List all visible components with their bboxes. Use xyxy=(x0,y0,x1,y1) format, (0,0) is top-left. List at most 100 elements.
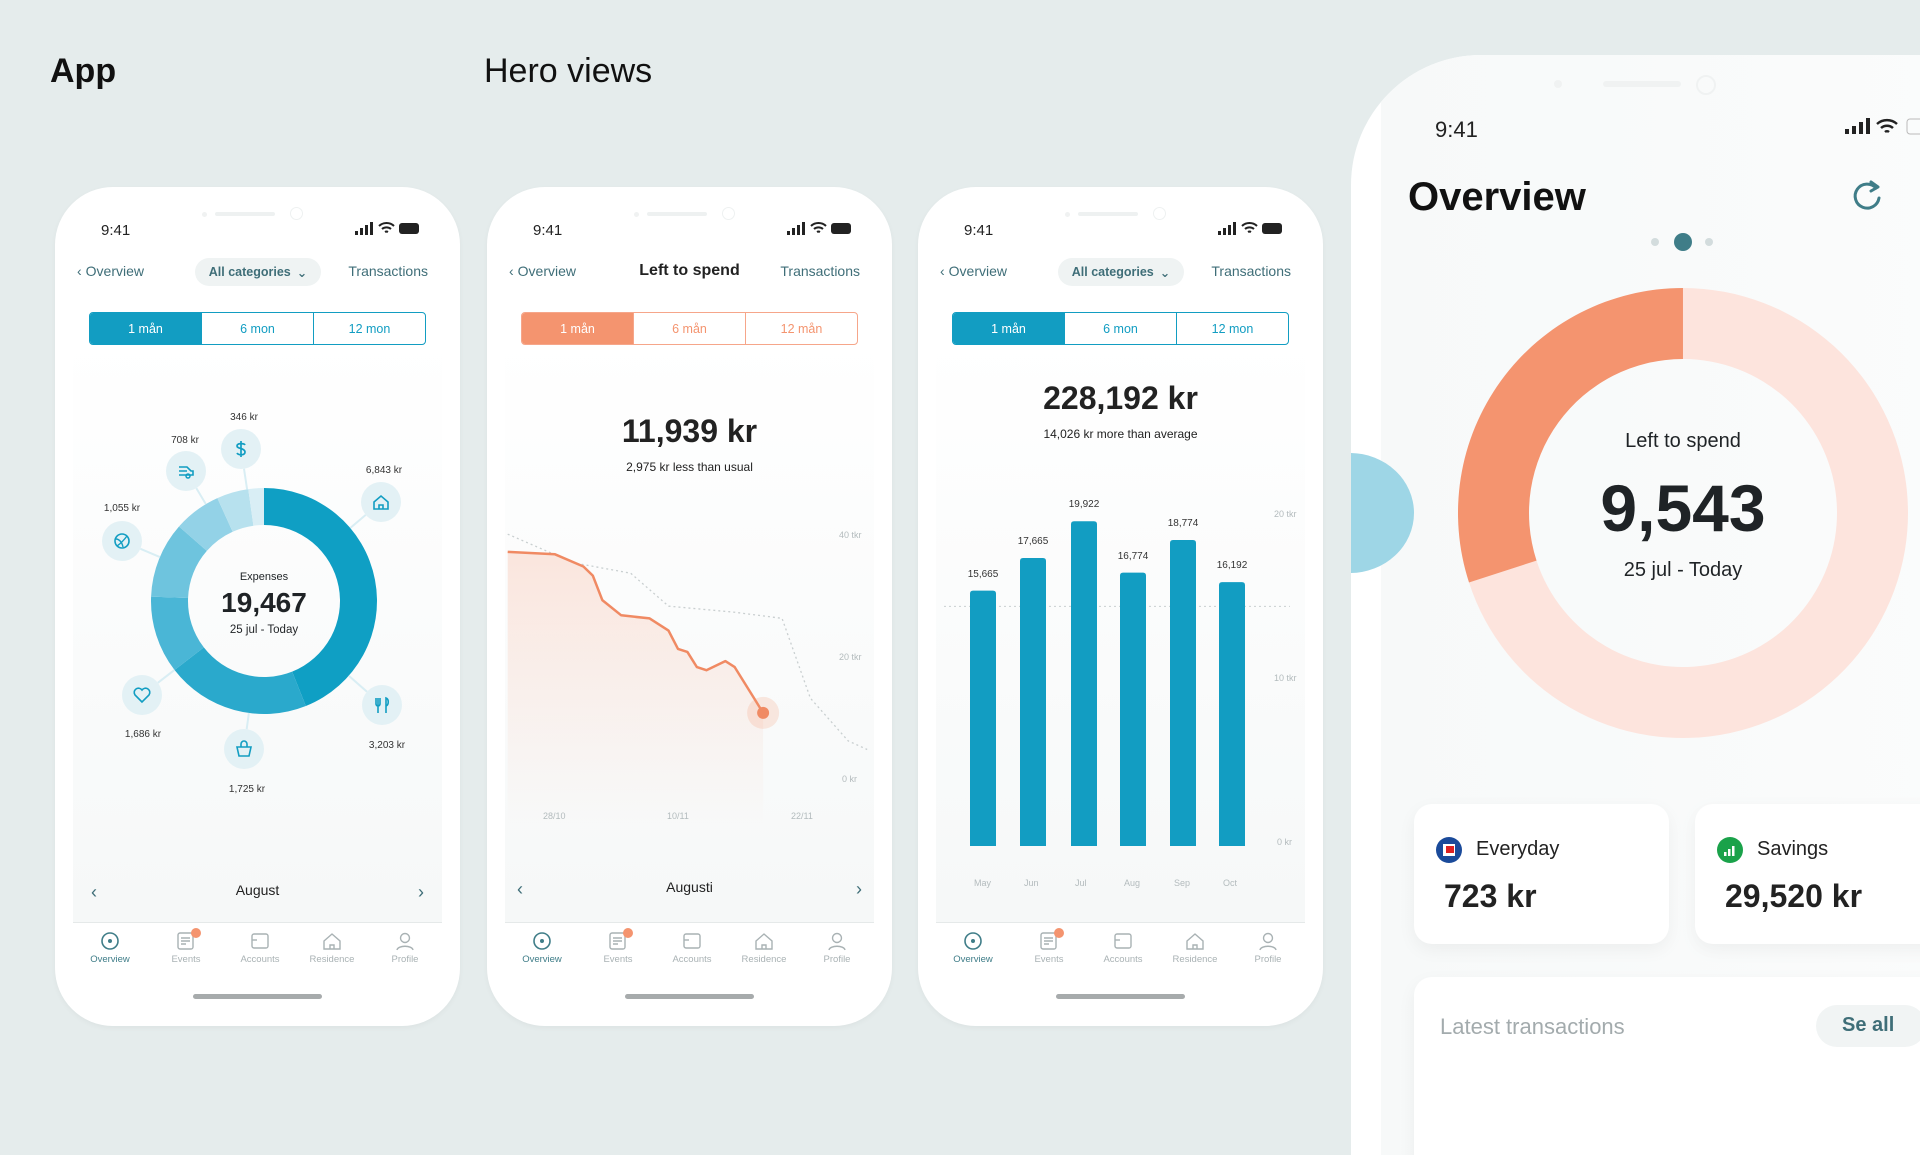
current-point[interactable] xyxy=(757,706,770,719)
category-bubble[interactable] xyxy=(361,482,401,522)
tab-residence[interactable]: Residence xyxy=(297,930,367,965)
period-1m[interactable]: 1 mån xyxy=(522,313,633,344)
bar-value-label: 16,192 xyxy=(1216,560,1248,572)
period-12m[interactable]: 12 mon xyxy=(313,313,425,344)
page-dot[interactable] xyxy=(1674,233,1692,251)
account-card-savings[interactable]: Savings 29,520 kr xyxy=(1695,804,1920,944)
tab-profile[interactable]: Profile xyxy=(802,930,872,965)
category-bubble[interactable] xyxy=(122,675,162,715)
tabbar-divider xyxy=(505,922,874,923)
bank-logo-icon xyxy=(1436,837,1462,863)
category-bubble[interactable] xyxy=(221,429,261,469)
period-6m[interactable]: 6 mon xyxy=(1064,313,1176,344)
category-bubble[interactable] xyxy=(166,451,206,491)
donut-segment-shopping[interactable] xyxy=(151,596,204,671)
home-indicator[interactable] xyxy=(625,994,754,999)
month-label: Augusti xyxy=(666,879,713,895)
home-indicator[interactable] xyxy=(1056,994,1185,999)
category-dropdown[interactable]: All categories ⌄ xyxy=(1058,258,1184,286)
category-bubble[interactable] xyxy=(224,729,264,769)
tab-events[interactable]: Events xyxy=(151,928,221,965)
tab-profile[interactable]: Profile xyxy=(1233,930,1303,965)
transactions-link[interactable]: Transactions xyxy=(780,263,860,279)
donut-segment-food[interactable] xyxy=(174,647,306,715)
sensor xyxy=(634,212,639,217)
tab-residence[interactable]: Residence xyxy=(729,930,799,965)
bar-sep[interactable] xyxy=(1170,539,1196,846)
period-1m[interactable]: 1 mån xyxy=(90,313,201,344)
chevron-left-icon: ‹ xyxy=(77,263,82,279)
transactions-link[interactable]: Transactions xyxy=(1211,263,1291,279)
back-button[interactable]: ‹ Overview xyxy=(940,263,1007,279)
tab-events[interactable]: Events xyxy=(583,928,653,965)
chevron-down-icon: ⌄ xyxy=(296,265,308,280)
category-amount: 6,843 kr xyxy=(365,465,403,476)
account-card-everyday[interactable]: Everyday 723 kr xyxy=(1414,804,1669,944)
donut-segment-transport[interactable] xyxy=(217,489,254,532)
y-tick: 20 tkr xyxy=(839,652,862,662)
donut-segment-leisure[interactable] xyxy=(179,498,233,551)
tab-profile[interactable]: Profile xyxy=(370,930,440,965)
refresh-icon[interactable] xyxy=(1849,178,1885,214)
bar-may[interactable] xyxy=(970,590,996,846)
tab-overview[interactable]: Overview xyxy=(938,930,1008,965)
tab-accounts[interactable]: Accounts xyxy=(1088,930,1158,965)
page-title: Left to spend xyxy=(639,262,740,279)
tab-residence[interactable]: Residence xyxy=(1160,930,1230,965)
period-selector: 1 mån 6 mon 12 mon xyxy=(89,312,426,345)
tab-accounts[interactable]: Accounts xyxy=(225,930,295,965)
period-6m[interactable]: 6 mån xyxy=(633,313,745,344)
screen-panel xyxy=(73,337,442,922)
prev-month-icon[interactable]: ‹ xyxy=(91,882,97,902)
period-12m[interactable]: 12 mån xyxy=(745,313,857,344)
home-indicator[interactable] xyxy=(193,994,322,999)
accounts-icon xyxy=(251,933,269,949)
phone-overview: 9:41 Overview Left to spend 9,543 25 jul… xyxy=(1351,55,1920,1155)
y-tick: 0 kr xyxy=(842,774,858,784)
tab-label: Events xyxy=(171,954,201,965)
donut-segment-residence[interactable] xyxy=(264,488,378,706)
back-button[interactable]: ‹ Overview xyxy=(77,263,144,279)
bar-aug[interactable] xyxy=(1120,572,1146,846)
donut-segment-health[interactable] xyxy=(151,526,207,599)
category-dropdown[interactable]: All categories ⌄ xyxy=(195,258,321,286)
phone-monthly-expenses: 9:41 ‹ Overview All categories ⌄ Transacti… xyxy=(918,187,1323,1026)
page-dot[interactable] xyxy=(1705,238,1713,246)
period-6m[interactable]: 6 mon xyxy=(201,313,313,344)
tab-events[interactable]: Events xyxy=(1014,928,1084,965)
camera xyxy=(722,207,735,220)
prev-month-icon[interactable]: ‹ xyxy=(517,879,523,899)
camera xyxy=(290,207,303,220)
transactions-link[interactable]: Transactions xyxy=(348,263,428,279)
overview-icon xyxy=(964,932,982,950)
bar-oct[interactable] xyxy=(1219,582,1245,846)
status-time: 9:41 xyxy=(1435,117,1478,142)
category-bubble[interactable] xyxy=(102,521,142,561)
donut-segment-finance[interactable] xyxy=(248,488,264,526)
tab-accounts[interactable]: Accounts xyxy=(657,930,727,965)
bar-jul[interactable] xyxy=(1071,521,1097,846)
speaker xyxy=(1078,212,1138,216)
period-12m[interactable]: 12 mon xyxy=(1176,313,1288,344)
account-balance: 29,520 kr xyxy=(1725,878,1863,914)
page-dot[interactable] xyxy=(1651,238,1659,246)
back-button[interactable]: ‹ Overview xyxy=(509,263,576,279)
tab-label: Overview xyxy=(953,954,993,965)
category-bubble[interactable] xyxy=(362,685,402,725)
profile-icon xyxy=(1259,932,1277,951)
next-month-icon[interactable]: › xyxy=(418,882,424,902)
donut-value: 9,543 xyxy=(1600,471,1766,545)
connector-line xyxy=(195,487,207,505)
see-all-button[interactable]: Se all xyxy=(1816,1005,1920,1047)
battery-icon xyxy=(1906,118,1920,135)
tab-label: Residence xyxy=(1172,954,1218,965)
ball-icon xyxy=(114,533,130,549)
car-icon xyxy=(179,466,194,479)
tab-overview[interactable]: Overview xyxy=(507,930,577,965)
bar-jun[interactable] xyxy=(1020,558,1046,846)
donut-label: Left to spend xyxy=(1625,430,1741,452)
next-month-icon[interactable]: › xyxy=(856,879,862,899)
signal-icon xyxy=(787,222,805,235)
period-1m[interactable]: 1 mån xyxy=(953,313,1064,344)
tab-overview[interactable]: Overview xyxy=(75,930,145,965)
